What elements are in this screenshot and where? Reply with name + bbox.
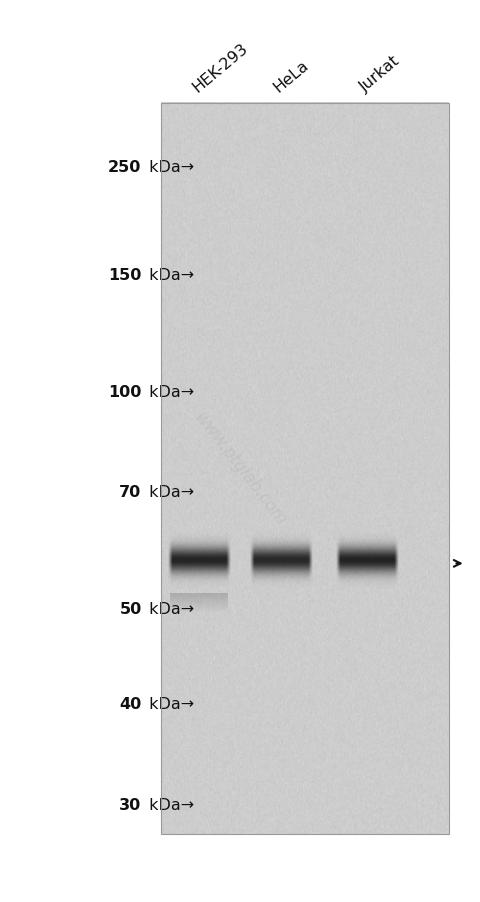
Text: kDa→: kDa→ — [144, 602, 194, 616]
Text: HEK-293: HEK-293 — [190, 40, 251, 95]
Text: kDa→: kDa→ — [144, 160, 194, 174]
Text: 40: 40 — [120, 696, 142, 711]
Text: kDa→: kDa→ — [144, 484, 194, 499]
Text: 250: 250 — [108, 160, 142, 174]
Text: kDa→: kDa→ — [144, 268, 194, 282]
Text: kDa→: kDa→ — [144, 797, 194, 812]
Text: 100: 100 — [108, 385, 142, 400]
Text: 30: 30 — [120, 797, 142, 812]
Text: www.ptglab.com: www.ptglab.com — [190, 409, 290, 529]
Text: 150: 150 — [108, 268, 142, 282]
Text: 70: 70 — [120, 484, 142, 499]
Text: kDa→: kDa→ — [144, 385, 194, 400]
Text: Jurkat: Jurkat — [358, 53, 403, 95]
Text: HeLa: HeLa — [271, 57, 312, 95]
Bar — [161, 104, 449, 834]
Text: 50: 50 — [120, 602, 142, 616]
Text: kDa→: kDa→ — [144, 696, 194, 711]
